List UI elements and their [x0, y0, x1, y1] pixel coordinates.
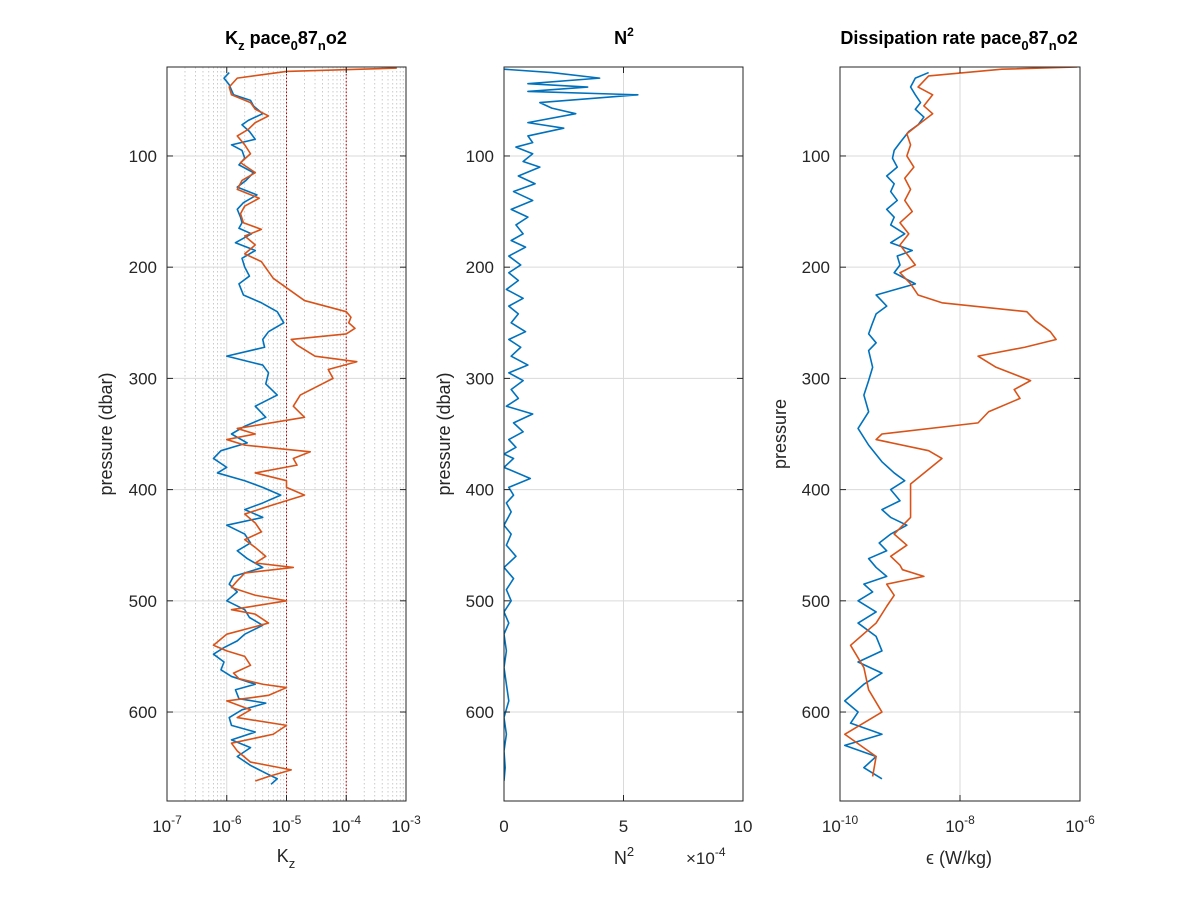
dissipation-plot-area: 10-10 10-8 10-6 100 200 300 400 500 600: [802, 66, 1095, 836]
n2-y-tick-label: 500: [466, 592, 494, 611]
n2-plot-area: 0 5 10 100 200 300 400 500 600: [466, 66, 753, 836]
kz-panel-xlabel: Kz: [277, 846, 296, 871]
kz-y-tick-label: 100: [129, 147, 157, 166]
kz-x-tick-label: 10-7: [152, 813, 182, 836]
dissipation-y-tick-label: 300: [802, 369, 830, 388]
n2-panel-xlabel: N2: [614, 844, 634, 868]
dissipation-x-tick-label: 10-6: [1065, 813, 1095, 836]
kz-plot-area: 10-7 10-6 10-5 10-4 10-3 100 200 300 400 500 600: [129, 66, 421, 836]
n2-x-multiplier: ×10-4: [686, 845, 726, 868]
dissipation-panel-ylabel: pressure: [770, 399, 790, 469]
kz-y-tick-label: 500: [129, 592, 157, 611]
kz-y-tick-label: 200: [129, 258, 157, 277]
n2-y-tick-label: 200: [466, 258, 494, 277]
kz-panel: Kz pace087no2 Kz pressure (dbar): [96, 28, 347, 871]
kz-x-tick-label: 10-4: [331, 813, 361, 836]
kz-panel-ylabel: pressure (dbar): [96, 372, 116, 495]
dissipation-x-tick-label: 10-8: [945, 813, 975, 836]
kz-y-tick-label: 300: [129, 369, 157, 388]
n2-y-tick-label: 400: [466, 481, 494, 500]
kz-x-tick-label: 10-5: [272, 813, 302, 836]
dissipation-y-tick-label: 500: [802, 592, 830, 611]
n2-x-tick-label: 10: [734, 817, 753, 836]
kz-x-tick-label: 10-3: [391, 813, 421, 836]
dissipation-y-tick-label: 600: [802, 703, 830, 722]
n2-panel: N2 N2 ×10-4 pressure (dbar): [434, 25, 726, 868]
dissipation-panel-title: Dissipation rate pace087no2: [840, 28, 1077, 53]
dissipation-series-1-line: [843, 71, 929, 780]
dissipation-panel-xlabel: ϵ (W/kg): [926, 848, 992, 868]
n2-y-tick-label: 300: [466, 369, 494, 388]
n2-series-1-line: [504, 68, 639, 782]
kz-y-tick-label: 600: [129, 703, 157, 722]
n2-panel-ylabel: pressure (dbar): [434, 372, 454, 495]
n2-y-tick-label: 100: [466, 147, 494, 166]
dissipation-series-2-line: [843, 67, 1078, 777]
n2-y-tick-label: 600: [466, 703, 494, 722]
dissipation-y-tick-label: 200: [802, 258, 830, 277]
dissipation-x-tick-label: 10-10: [822, 813, 859, 836]
kz-series-2-line: [212, 67, 397, 782]
n2-panel-title: N2: [614, 25, 634, 48]
n2-x-tick-label: 0: [499, 817, 508, 836]
dissipation-y-tick-label: 100: [802, 147, 830, 166]
n2-x-tick-label: 5: [619, 817, 628, 836]
dissipation-panel: Dissipation rate pace087no2 ϵ (W/kg) pre…: [770, 28, 1078, 868]
kz-x-tick-label: 10-6: [212, 813, 242, 836]
dissipation-y-tick-label: 400: [802, 481, 830, 500]
kz-y-tick-label: 400: [129, 481, 157, 500]
kz-panel-title: Kz pace087no2: [225, 28, 347, 53]
